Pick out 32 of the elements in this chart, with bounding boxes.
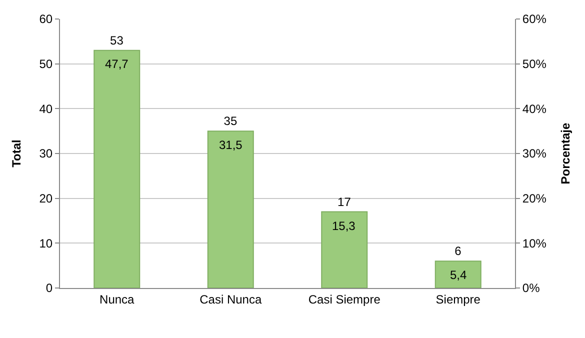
y2-axis-title: Porcentaje xyxy=(558,122,573,184)
y-tick-label: 30 xyxy=(39,146,53,161)
y-tick-label: 40 xyxy=(39,102,53,116)
y-axis-title: Total xyxy=(10,140,24,168)
x-tick-label: Siempre xyxy=(436,292,481,306)
y-tick-label: 0 xyxy=(46,281,53,296)
y2-tick-label: 20% xyxy=(522,192,547,206)
y2-tick-label: 60% xyxy=(522,12,547,26)
x-tick-label: Casi Siempre xyxy=(308,292,381,306)
y2-tick-label: 40% xyxy=(522,102,547,116)
annotation: 15,3 xyxy=(332,219,356,233)
y-tick-label: 20 xyxy=(39,192,53,206)
data-label: 6 xyxy=(454,244,462,258)
y2-tick-label: 30% xyxy=(522,146,547,161)
bar xyxy=(434,260,482,288)
y2-tick-label: 10% xyxy=(522,236,547,250)
annotation: 47,7 xyxy=(105,57,129,71)
bar xyxy=(207,130,254,288)
y2-tick-label: 50% xyxy=(522,57,547,72)
y-tick-label: 60 xyxy=(39,12,53,26)
data-label: 35 xyxy=(224,114,238,128)
x-tick-label: Casi Nunca xyxy=(200,292,262,306)
y2-tick-label: 0% xyxy=(522,281,540,296)
x-tick-label: Nunca xyxy=(100,292,135,306)
y-tick-label: 50 xyxy=(39,57,53,72)
annotation: 31,5 xyxy=(219,138,243,152)
bar xyxy=(321,211,368,288)
bar xyxy=(94,50,140,288)
data-label: 17 xyxy=(338,194,352,209)
annotation: 5,4 xyxy=(450,268,468,282)
data-label: 53 xyxy=(110,33,124,48)
y-tick-label: 10 xyxy=(39,236,53,250)
